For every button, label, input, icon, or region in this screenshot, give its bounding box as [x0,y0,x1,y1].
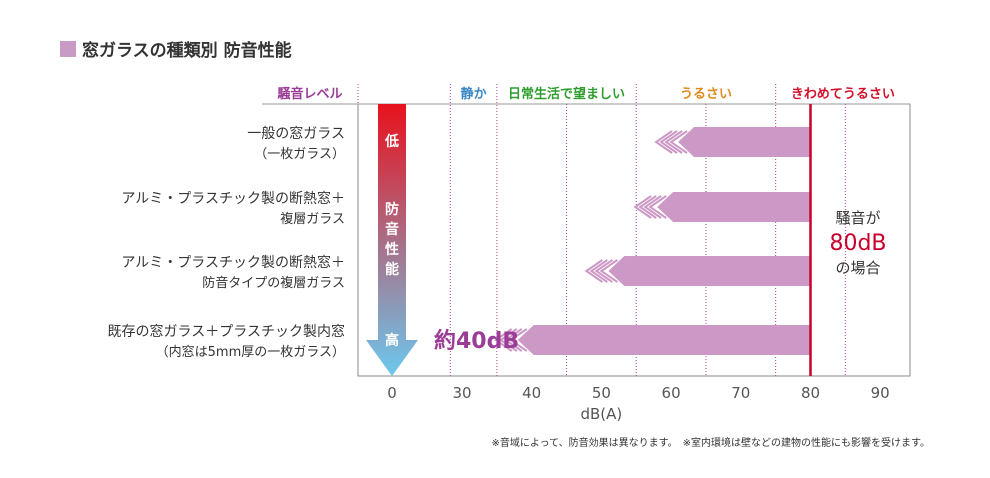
category-sublabel: 複層ガラス [280,211,345,227]
x-tick-label: 80 [801,384,820,402]
x-tick-label: 40 [522,384,541,402]
note-line3: の場合 [835,259,880,277]
category-label: アルミ・プラスチック製の断熱窓＋ [121,190,345,207]
bar-chevron [654,130,673,154]
chart-title-row: 窓ガラスの種類別 防音性能 [60,36,292,61]
level-label: 日常生活で望ましい [508,86,625,102]
bar-chevron [503,328,523,352]
footnote: ※音域によって、防音効果は異なります。 ※室内環境は壁などの建物の性能にも影響を… [492,436,930,449]
bar-chevron [664,130,683,154]
bar-chevron [669,130,688,154]
level-label: きわめてうるさい [791,87,895,102]
category-label: 既存の窓ガラス＋プラスチック製内窓 [108,323,345,340]
x-tick-label: 70 [731,384,750,402]
x-tick-label: 0 [387,384,397,402]
bar-chevron [659,130,678,154]
bar-chevron [584,259,603,283]
callout-value: 約40dB [434,328,519,354]
x-tick-label: 50 [592,384,611,402]
bar [678,127,811,157]
arrow-label-mid: 音 [385,221,399,238]
category-sublabel: （一枚ガラス） [254,147,345,162]
bar-chevron [638,195,657,219]
category-label: 一般の窓ガラス [247,125,345,142]
bar-chevron [648,195,667,219]
bar-chevron [599,259,618,283]
arrow-label-high: 高 [385,332,399,349]
bar [657,192,811,222]
arrow-label-mid: 防 [385,201,399,218]
note-line1: 騒音が [835,209,880,227]
category-sublabel: （内窓は5mm厚の一枚ガラス） [156,344,345,360]
category-label: アルミ・プラスチック製の断熱窓＋ [121,254,345,271]
bar-chevron [633,195,652,219]
bar [608,256,811,286]
x-axis-label: dB(A) [581,405,623,423]
level-label: 静か [461,86,487,102]
level-header: 騒音レベル [276,86,342,102]
x-tick-label: 30 [452,384,471,402]
arrow-label-low: 低 [384,133,399,150]
x-tick-label: 60 [662,384,681,402]
bar-chevron [594,259,613,283]
x-tick-label: 90 [871,384,890,402]
title-swatch [60,40,76,57]
arrow-label-mid: 性 [385,241,399,258]
chart-title: 窓ガラスの種類別 防音性能 [82,41,292,61]
bar-chevron [589,259,608,283]
bar [517,325,811,355]
category-sublabel: 防音タイプの複層ガラス [202,275,345,291]
bar-chevron [643,195,662,219]
arrow-label-mid: 能 [385,261,399,278]
bar-chevron [508,328,528,352]
bar-chevron [493,328,513,352]
level-label: うるさい [680,87,732,102]
note-value: 80dB [829,231,886,256]
bar-chevron [498,328,518,352]
protection-arrow [366,104,418,376]
